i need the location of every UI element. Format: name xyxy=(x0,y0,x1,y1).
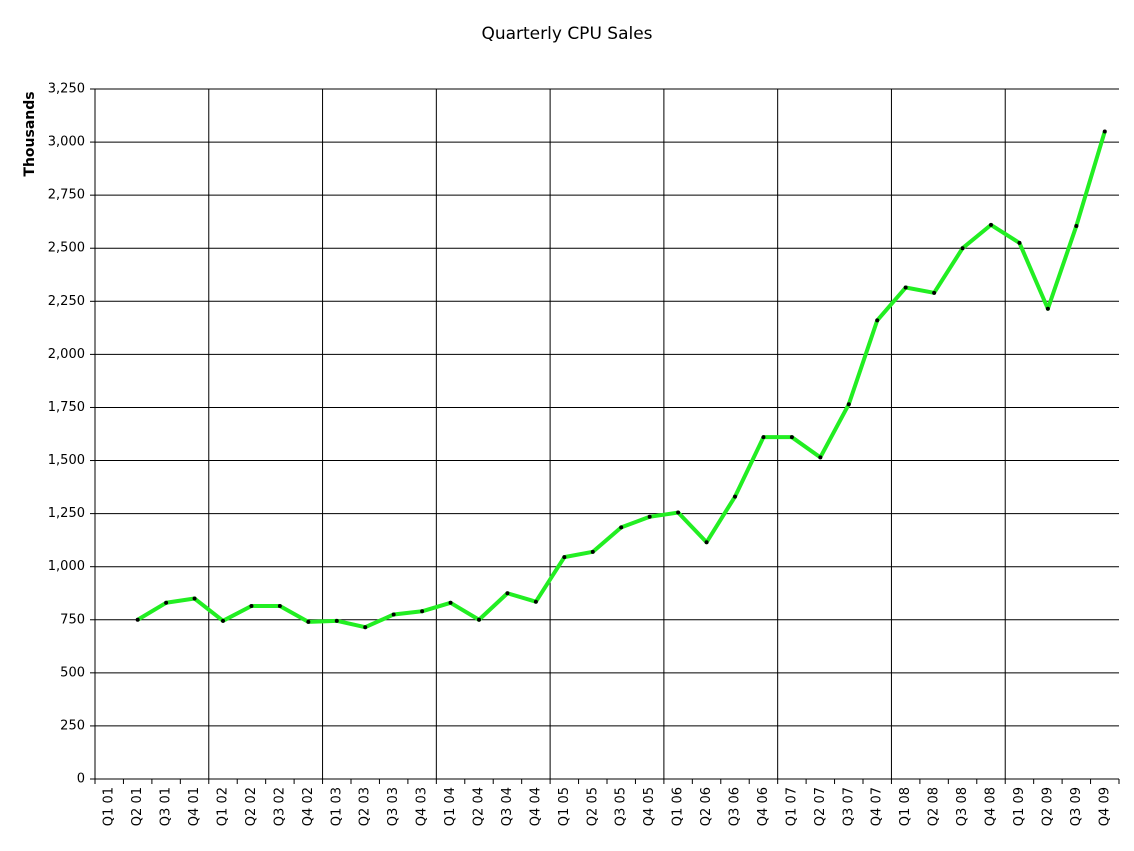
x-tick-label: Q4 03 xyxy=(415,787,430,826)
y-axis-label: Thousands xyxy=(22,91,38,176)
x-tick-label: Q3 09 xyxy=(1069,787,1084,826)
x-tick-label: Q4 09 xyxy=(1097,787,1112,826)
x-tick-label: Q1 07 xyxy=(784,787,799,826)
x-tick-label: Q3 01 xyxy=(159,787,174,826)
data-point xyxy=(704,540,709,545)
data-point xyxy=(647,514,652,519)
y-tick-label: 500 xyxy=(60,665,85,680)
x-tick-label: Q3 08 xyxy=(955,787,970,826)
x-tick-label: Q4 02 xyxy=(301,787,316,826)
data-point xyxy=(903,285,908,290)
data-point xyxy=(761,435,766,440)
x-tick-label: Q3 03 xyxy=(386,787,401,826)
data-point xyxy=(363,625,368,630)
x-tick-label: Q1 01 xyxy=(102,787,117,826)
x-tick-label: Q2 05 xyxy=(585,787,600,826)
x-tick-label: Q4 05 xyxy=(642,787,657,826)
y-tick-label: 2,750 xyxy=(48,188,85,203)
x-tick-label: Q2 07 xyxy=(813,787,828,826)
x-tick-label: Q1 05 xyxy=(557,787,572,826)
data-point xyxy=(932,290,937,295)
data-point xyxy=(846,402,851,407)
data-point xyxy=(590,549,595,554)
y-tick-label: 1,000 xyxy=(48,559,85,574)
x-tick-label: Q1 09 xyxy=(1012,787,1027,826)
data-point xyxy=(789,435,794,440)
data-point xyxy=(733,494,737,499)
data-point xyxy=(135,617,140,622)
data-point xyxy=(164,600,169,605)
x-tick-label: Q2 06 xyxy=(699,787,714,826)
x-tick-label: Q4 07 xyxy=(870,787,885,826)
x-tick-label: Q3 04 xyxy=(500,787,515,826)
y-tick-label: 2,500 xyxy=(48,241,85,256)
x-tick-label: Q1 08 xyxy=(898,787,913,826)
y-tick-label: 250 xyxy=(60,718,85,733)
data-point xyxy=(1017,240,1022,245)
data-point xyxy=(875,318,880,323)
y-tick-label: 3,250 xyxy=(48,82,85,97)
y-tick-label: 1,750 xyxy=(48,400,85,415)
x-tick-label: Q2 09 xyxy=(1040,787,1055,826)
x-tick-label: Q4 04 xyxy=(528,787,543,826)
data-point xyxy=(306,619,311,624)
data-point xyxy=(818,455,823,460)
y-tick-label: 2,250 xyxy=(48,294,85,309)
x-tick-label: Q2 08 xyxy=(927,787,942,826)
data-point xyxy=(619,525,624,530)
x-tick-label: Q3 07 xyxy=(841,787,856,826)
y-tick-label: 0 xyxy=(77,772,85,787)
y-tick-label: 1,500 xyxy=(48,453,85,468)
x-tick-label: Q4 01 xyxy=(187,787,202,826)
data-point xyxy=(277,603,282,608)
x-tick-label: Q1 03 xyxy=(329,787,344,826)
data-point xyxy=(989,222,993,227)
data-point xyxy=(960,246,965,251)
x-tick-label: Q4 08 xyxy=(984,787,999,826)
x-tick-label: Q3 02 xyxy=(272,787,287,826)
x-tick-label: Q1 04 xyxy=(443,787,458,826)
data-point xyxy=(1102,129,1107,134)
data-point xyxy=(334,618,339,623)
data-point xyxy=(448,600,453,605)
chart-title: Quarterly CPU Sales xyxy=(481,24,652,44)
x-tick-label: Q2 02 xyxy=(244,787,259,826)
x-tick-label: Q1 02 xyxy=(216,787,231,826)
x-tick-label: Q2 04 xyxy=(472,787,487,826)
x-tick-label: Q4 06 xyxy=(756,787,771,826)
y-tick-label: 2,000 xyxy=(48,347,85,362)
data-point xyxy=(221,618,225,623)
data-point xyxy=(391,612,396,617)
data-point xyxy=(505,591,510,596)
data-point xyxy=(192,596,197,601)
data-point xyxy=(249,603,254,608)
data-point xyxy=(1074,223,1079,228)
x-tick-label: Q3 06 xyxy=(728,787,743,826)
y-tick-label: 1,250 xyxy=(48,506,85,521)
x-tick-label: Q2 03 xyxy=(358,787,373,826)
data-point xyxy=(676,510,681,515)
data-point xyxy=(533,599,538,604)
y-tick-label: 750 xyxy=(60,612,85,627)
data-point xyxy=(477,617,481,622)
x-tick-label: Q2 01 xyxy=(130,787,145,826)
data-line xyxy=(136,130,1107,630)
data-point xyxy=(562,555,567,560)
x-tick-label: Q3 05 xyxy=(614,787,629,826)
data-point xyxy=(420,609,425,614)
data-point xyxy=(1045,306,1050,311)
y-tick-label: 3,000 xyxy=(48,135,85,150)
x-tick-label: Q1 06 xyxy=(671,787,686,826)
